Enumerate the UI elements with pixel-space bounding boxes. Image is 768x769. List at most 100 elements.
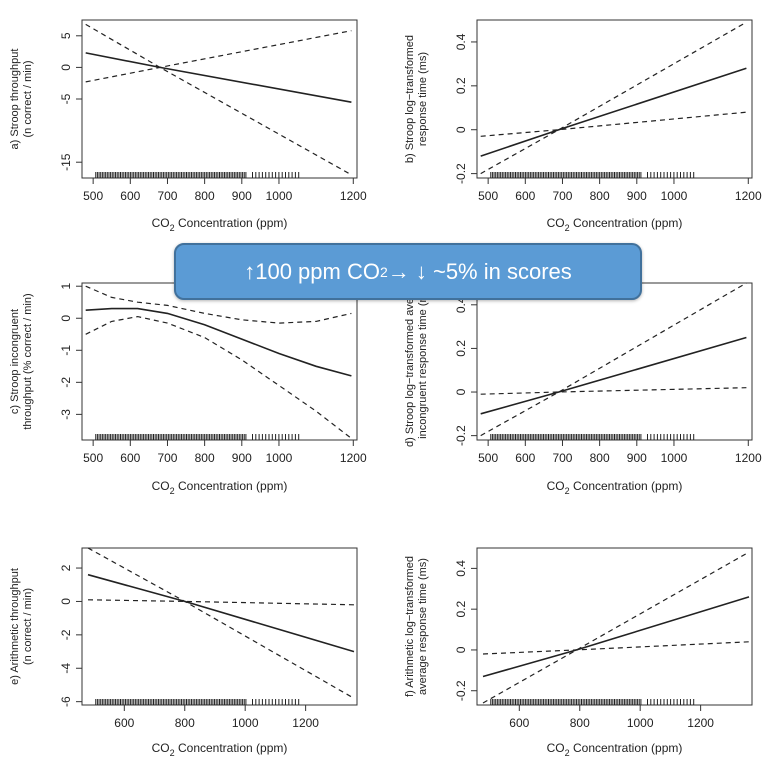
y-tick-label: -2 (59, 377, 73, 388)
y-axis-label-line-2: (n correct / min) (22, 588, 34, 665)
y-tick-label: -5 (59, 93, 73, 104)
y-tick-label: -3 (59, 409, 73, 420)
plot-frame (81, 547, 358, 706)
x-tick-label: 600 (114, 716, 134, 730)
x-axis-label: CO2 Concentration (ppm) (547, 479, 683, 496)
panel-a: 500 600 700 800 900 1000 1200 5 0 -5 -15 CO2 Concen… (9, 19, 367, 233)
x-tick-label: 800 (570, 716, 590, 730)
x-tick-label: 1000 (627, 716, 654, 730)
x-tick-label: 700 (552, 451, 572, 465)
y-tick-label: -15 (59, 153, 73, 171)
ci-line-2 (482, 641, 750, 655)
x-tick-label: 900 (232, 189, 252, 203)
x-tick-label: 1000 (266, 189, 293, 203)
y-axis-label-line-1: a) Stroop throughput (9, 49, 21, 150)
x-tick-label: 800 (195, 451, 215, 465)
x-tick-label: 800 (175, 716, 195, 730)
panel-f: 600 800 1000 1200 0.4 0.2 0 -0.2 CO2 Concentrati… (404, 547, 753, 758)
x-tick-label: 900 (627, 189, 647, 203)
x-tick-label: 700 (157, 189, 177, 203)
x-tick-label: 800 (590, 451, 610, 465)
x-tick-label: 800 (195, 189, 215, 203)
y-tick-label: -6 (59, 696, 73, 707)
y-axis-label-line-1: b) Stroop log−transformed (404, 35, 416, 163)
y-tick-label: 0.2 (454, 77, 468, 94)
x-tick-label: 500 (83, 451, 103, 465)
y-tick-label: 0.4 (454, 296, 468, 313)
x-tick-label: 800 (590, 189, 610, 203)
y-tick-label: 5 (59, 32, 73, 39)
x-tick-label: 1200 (340, 189, 367, 203)
ci-line-1 (480, 21, 747, 175)
y-tick-label: 0.2 (454, 340, 468, 357)
ci-line-2 (480, 387, 747, 395)
x-tick-label: 500 (478, 451, 498, 465)
x-axis-label: CO2 Concentration (ppm) (152, 216, 288, 233)
y-tick-label: 0 (454, 126, 468, 133)
y-axis-label-line-2: average response time (ms) (417, 558, 429, 695)
x-axis-label: CO2 Concentration (ppm) (152, 479, 288, 496)
y-axis-label-line-2: (n correct / min) (22, 60, 34, 137)
y-tick-label: 0.2 (454, 601, 468, 618)
y-tick-label: 0.4 (454, 560, 468, 577)
x-tick-label: 1200 (292, 716, 319, 730)
co2-callout-banner: ↑100 ppm CO 2 → ↓ ~5% in scores (174, 243, 642, 300)
x-tick-label: 900 (232, 451, 252, 465)
x-tick-label: 700 (157, 451, 177, 465)
y-tick-label: -4 (59, 663, 73, 674)
x-tick-label: 1000 (266, 451, 293, 465)
x-tick-label: 1000 (232, 716, 259, 730)
x-axis-label: CO2 Concentration (ppm) (547, 216, 683, 233)
y-tick-label: 0 (59, 64, 73, 71)
y-tick-label: 0 (454, 646, 468, 653)
panel-c: 500 600 700 800 900 1000 1200 1 0 -1 -2 -3 CO2 Conce… (9, 282, 367, 496)
fit-line-0 (85, 307, 352, 377)
plot-frame (476, 19, 753, 179)
y-axis-label-line-2: throughput (% correct / min) (22, 293, 34, 429)
x-tick-label: 1000 (661, 189, 688, 203)
y-tick-label: 1 (59, 283, 73, 290)
y-axis-label-line-2: incongruent response time (ms) (417, 284, 429, 439)
y-tick-label: -1 (59, 345, 73, 356)
fit-line-0 (480, 67, 747, 157)
y-axis-label-line-1: e) Arithmetic throughput (9, 568, 21, 685)
ci-line-2 (480, 111, 747, 137)
ci-line-2 (85, 30, 352, 83)
y-tick-label: 0.4 (454, 33, 468, 50)
y-axis-label-line-1: d) Stroop log−transformed average (404, 276, 416, 447)
x-tick-label: 600 (120, 451, 140, 465)
x-axis-label: CO2 Concentration (ppm) (547, 741, 683, 758)
x-tick-label: 1200 (687, 716, 714, 730)
y-axis-label-line-1: c) Stroop incongruent (9, 309, 21, 414)
y-tick-label: -0.2 (454, 680, 468, 701)
ci-line-2 (87, 599, 355, 606)
x-tick-label: 1000 (661, 451, 688, 465)
ci-line-2 (85, 315, 352, 439)
y-tick-label: -0.2 (454, 425, 468, 446)
ci-line-1 (85, 285, 352, 324)
fit-line-0 (87, 573, 355, 653)
x-tick-label: 600 (120, 189, 140, 203)
plot-frame (476, 547, 753, 706)
x-tick-label: 500 (478, 189, 498, 203)
callout-text-after: → ↓ ~5% in scores (387, 258, 572, 284)
x-axis-label: CO2 Concentration (ppm) (152, 741, 288, 758)
callout-text-before: ↑100 ppm CO (244, 258, 380, 284)
x-tick-label: 600 (515, 451, 535, 465)
x-tick-label: 1200 (735, 451, 762, 465)
ci-line-1 (480, 282, 747, 437)
y-tick-label: -0.2 (454, 163, 468, 184)
ci-line-1 (87, 547, 355, 699)
y-tick-label: 0 (59, 598, 73, 605)
y-tick-label: 0 (454, 388, 468, 395)
y-axis-label-line-2: response time (ms) (417, 52, 429, 146)
fit-line-0 (85, 52, 352, 103)
panel-d: 500 600 700 800 900 1000 1200 0.4 0.2 0 -0.2 CO2 Co… (404, 276, 762, 496)
y-axis-label-line-1: f) Arithmetic log−transformed (404, 556, 416, 697)
x-tick-label: 700 (552, 189, 572, 203)
y-tick-label: 2 (59, 564, 73, 571)
plot-frame (476, 282, 753, 441)
fit-line-0 (482, 596, 750, 678)
x-tick-label: 600 (515, 189, 535, 203)
